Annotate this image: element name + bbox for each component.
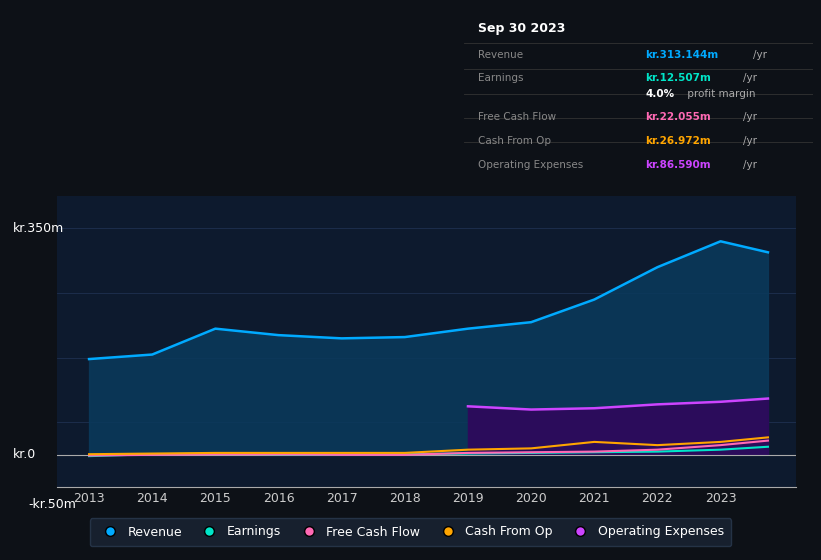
Text: /yr: /yr	[743, 112, 757, 122]
Text: kr.12.507m: kr.12.507m	[645, 73, 711, 83]
Text: kr.350m: kr.350m	[13, 222, 64, 235]
Text: Cash From Op: Cash From Op	[478, 136, 551, 146]
Text: kr.86.590m: kr.86.590m	[645, 160, 711, 170]
Text: kr.313.144m: kr.313.144m	[645, 49, 718, 59]
Text: kr.0: kr.0	[13, 449, 36, 461]
Legend: Revenue, Earnings, Free Cash Flow, Cash From Op, Operating Expenses: Revenue, Earnings, Free Cash Flow, Cash …	[89, 518, 732, 546]
Text: Revenue: Revenue	[478, 49, 523, 59]
Text: Earnings: Earnings	[478, 73, 523, 83]
Text: /yr: /yr	[743, 136, 757, 146]
Text: -kr.50m: -kr.50m	[29, 497, 76, 511]
Text: kr.26.972m: kr.26.972m	[645, 136, 711, 146]
Text: Sep 30 2023: Sep 30 2023	[478, 22, 565, 35]
Text: /yr: /yr	[743, 160, 757, 170]
Text: Free Cash Flow: Free Cash Flow	[478, 112, 556, 122]
Text: 4.0%: 4.0%	[645, 90, 674, 100]
Text: /yr: /yr	[743, 73, 757, 83]
Text: profit margin: profit margin	[685, 90, 756, 100]
Text: /yr: /yr	[753, 49, 767, 59]
Text: kr.22.055m: kr.22.055m	[645, 112, 711, 122]
Text: Operating Expenses: Operating Expenses	[478, 160, 583, 170]
